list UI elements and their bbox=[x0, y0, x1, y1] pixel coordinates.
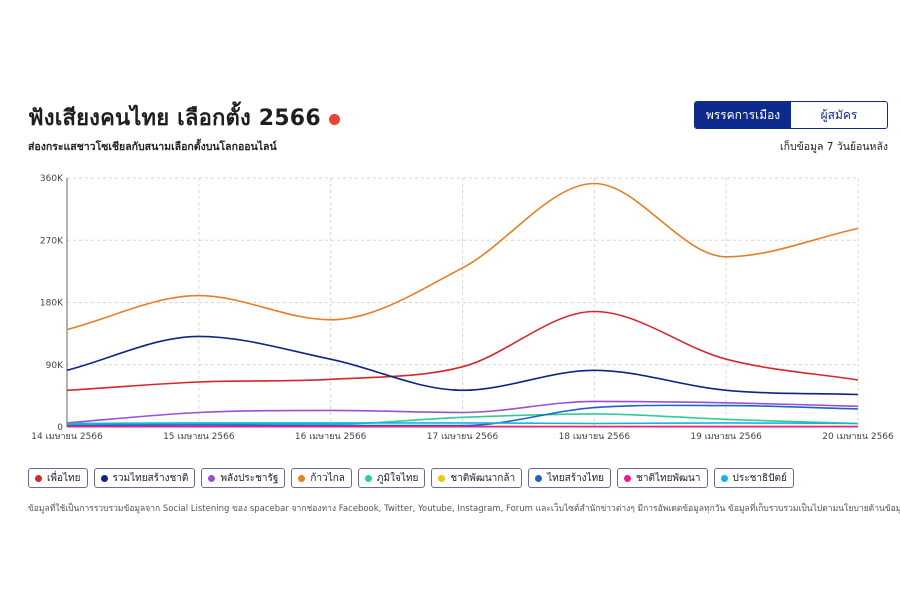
live-indicator-dot bbox=[328, 113, 340, 125]
y-tick-label: 90K bbox=[46, 361, 64, 371]
y-tick-label: 360K bbox=[40, 174, 64, 184]
series-line-9 bbox=[66, 422, 859, 425]
legend-color-dot bbox=[364, 474, 372, 482]
legend-label: ไทยสร้างไทย bbox=[547, 472, 605, 484]
legend-label: เพื่อไทย bbox=[47, 472, 81, 484]
legend-item-8[interactable]: ชาติไทยพัฒนา bbox=[617, 468, 708, 488]
title-row: ฟังเสียงคนไทย เลือกตั้ง 2566 bbox=[28, 100, 340, 135]
legend-item-2[interactable]: รวมไทยสร้างชาติ bbox=[93, 468, 196, 488]
toggle-candidates-button[interactable]: ผู้สมัคร bbox=[791, 102, 887, 128]
legend-label: ชาติพัฒนากล้า bbox=[450, 472, 516, 484]
legend-item-9[interactable]: ประชาธิปัตย์ bbox=[713, 468, 794, 488]
series-line-7 bbox=[66, 404, 859, 427]
legend-item-4[interactable]: ก้าวไกล bbox=[291, 468, 352, 488]
page-subtitle: ส่องกระแสชาวโซเชียลกับสนามเลือกตั้งบนโลก… bbox=[28, 141, 277, 153]
data-retention-note: เก็บข้อมูล 7 วันย้อนหลัง bbox=[780, 141, 888, 153]
view-toggle: พรรคการเมือง ผู้สมัคร bbox=[694, 101, 888, 129]
x-tick-label: 14 เมษายน 2566 bbox=[31, 432, 103, 442]
legend-color-dot bbox=[298, 474, 306, 482]
legend-label: พลังประชารัฐ bbox=[220, 472, 279, 484]
legend-color-dot bbox=[35, 474, 42, 482]
legend-label: รวมไทยสร้างชาติ bbox=[112, 472, 189, 484]
page-title: ฟังเสียงคนไทย เลือกตั้ง 2566 bbox=[28, 106, 321, 131]
legend-item-5[interactable]: ภูมิใจไทย bbox=[357, 468, 426, 488]
chart-legend: เพื่อไทย รวมไทยสร้างชาติ พลังประชารัฐ ก้าวไ… bbox=[28, 468, 794, 488]
series-line-1 bbox=[66, 310, 859, 392]
series-line-3 bbox=[66, 400, 859, 424]
legend-label: ก้าวไกล bbox=[310, 472, 345, 484]
mentions-line-chart: 0 90K 180K 270K 360K 14 เมษายน 2566 15 เมษายน … bbox=[31, 174, 894, 442]
data-source-footnote: ข้อมูลที่ใช้เป็นการรวบรวมข้อมูลจาก Socia… bbox=[28, 504, 900, 514]
y-tick-label: 270K bbox=[40, 236, 64, 246]
legend-color-dot bbox=[535, 474, 543, 482]
legend-label: ประชาธิปัตย์ bbox=[732, 472, 787, 484]
y-tick-label: 180K bbox=[40, 299, 64, 309]
x-tick-label: 16 เมษายน 2566 bbox=[295, 432, 367, 442]
x-tick-label: 19 เมษายน 2566 bbox=[690, 432, 762, 442]
legend-color-dot bbox=[100, 474, 108, 482]
series-line-4 bbox=[66, 182, 859, 331]
legend-color-dot bbox=[438, 474, 446, 482]
legend-item-1[interactable]: เพื่อไทย bbox=[28, 468, 88, 488]
legend-color-dot bbox=[720, 474, 728, 482]
legend-item-6[interactable]: ชาติพัฒนากล้า bbox=[431, 468, 523, 488]
y-tick-label: 0 bbox=[57, 423, 63, 433]
legend-item-7[interactable]: ไทยสร้างไทย bbox=[528, 468, 612, 488]
x-tick-label: 20 เมษายน 2566 bbox=[822, 432, 894, 442]
legend-label: ชาติไทยพัฒนา bbox=[636, 472, 701, 484]
legend-color-dot bbox=[208, 474, 216, 482]
toggle-parties-button[interactable]: พรรคการเมือง bbox=[695, 102, 791, 128]
legend-item-3[interactable]: พลังประชารัฐ bbox=[201, 468, 286, 488]
x-tick-label: 17 เมษายน 2566 bbox=[427, 432, 499, 442]
legend-color-dot bbox=[624, 474, 632, 482]
x-tick-label: 18 เมษายน 2566 bbox=[559, 432, 631, 442]
x-tick-label: 15 เมษายน 2566 bbox=[163, 432, 235, 442]
series-line-2 bbox=[66, 335, 859, 396]
legend-label: ภูมิใจไทย bbox=[376, 472, 419, 484]
